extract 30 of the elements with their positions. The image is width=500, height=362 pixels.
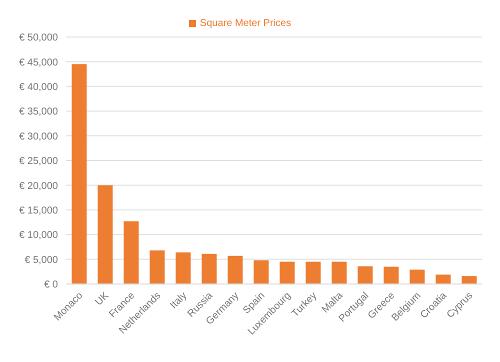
bar [358, 266, 373, 284]
y-tick-label: € 20,000 [19, 180, 58, 192]
bar [462, 276, 477, 284]
bar [202, 254, 217, 284]
bar [384, 266, 399, 284]
bar [98, 185, 113, 284]
bar [280, 262, 295, 284]
y-tick-label: € 50,000 [19, 32, 58, 44]
x-tick-label: UK [94, 290, 112, 308]
bar [410, 270, 425, 284]
y-tick-label: € 10,000 [19, 230, 58, 242]
x-tick-label: Italy [168, 290, 190, 312]
y-tick-label: € 15,000 [19, 205, 58, 216]
legend-label: Square Meter Prices [200, 18, 292, 29]
y-tick-label: € 0 [44, 280, 58, 291]
y-tick-label: € 30,000 [19, 131, 58, 142]
bar [436, 274, 451, 284]
bar [228, 256, 243, 284]
y-tick-label: € 25,000 [19, 156, 58, 168]
y-tick-label: € 45,000 [19, 57, 58, 68]
y-tick-label: € 35,000 [19, 106, 58, 118]
bar [332, 262, 347, 284]
bar [150, 250, 165, 284]
y-tick-label: € 5,000 [24, 254, 58, 266]
y-tick-label: € 40,000 [19, 82, 58, 93]
bar [254, 260, 269, 284]
bar [306, 262, 321, 284]
bar [124, 221, 139, 284]
bar [72, 64, 87, 284]
bar [176, 252, 191, 284]
